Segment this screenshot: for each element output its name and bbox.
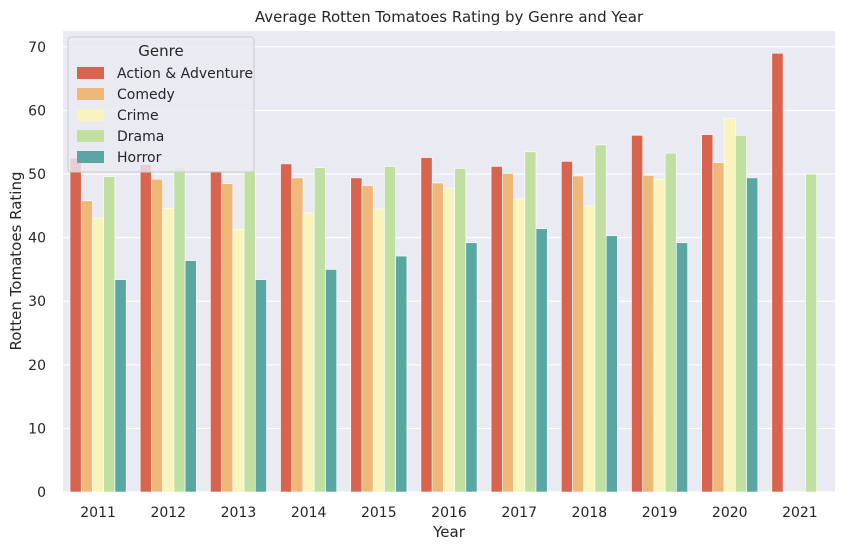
- y-tick-label: 30: [28, 294, 46, 310]
- bar-2020-action-adventure: [701, 134, 714, 493]
- bar-2016-action-adventure: [420, 157, 433, 493]
- x-axis-title: Year: [432, 523, 466, 541]
- bar-2011-horror: [114, 279, 127, 493]
- bar-2013-horror: [254, 279, 267, 493]
- bar-2017-comedy: [502, 173, 514, 493]
- bar-2012-drama: [173, 167, 186, 493]
- bar-2017-action-adventure: [490, 166, 503, 493]
- legend-swatch: [77, 109, 104, 121]
- bar-2019-crime: [653, 178, 666, 493]
- bar-2015-action-adventure: [350, 177, 363, 493]
- legend-box: [67, 36, 255, 173]
- bar-2020-drama: [735, 134, 747, 493]
- bar-2018-crime: [583, 205, 596, 493]
- bar-2015-drama: [384, 166, 396, 493]
- x-tick-label: 2015: [361, 505, 397, 521]
- bar-2012-horror: [184, 260, 197, 493]
- x-tick-label: 2020: [712, 505, 748, 521]
- bar-2016-comedy: [431, 182, 444, 493]
- bar-2015-comedy: [361, 185, 374, 493]
- bar-2016-horror: [465, 242, 478, 493]
- legend-label: Crime: [117, 108, 159, 124]
- bar-2014-comedy: [291, 177, 304, 493]
- bar-2018-horror: [605, 235, 618, 493]
- legend-swatch: [77, 130, 104, 142]
- x-tick-label: 2012: [150, 505, 186, 521]
- bar-2012-crime: [162, 208, 175, 493]
- bar-2013-crime: [232, 229, 245, 493]
- bar-2015-horror: [395, 255, 408, 493]
- bar-2015-crime: [372, 208, 385, 493]
- chart-title: Average Rotten Tomatoes Rating by Genre …: [255, 8, 644, 26]
- legend-swatch: [77, 67, 104, 79]
- legend-label: Comedy: [117, 87, 175, 103]
- bar-2014-horror: [325, 269, 338, 493]
- bar-2011-crime: [92, 217, 105, 493]
- bar-2013-drama: [243, 170, 256, 493]
- bar-2020-crime: [723, 117, 736, 493]
- legend-title: Genre: [138, 42, 183, 60]
- y-tick-label: 60: [28, 103, 46, 119]
- y-tick-label: 70: [28, 40, 46, 56]
- bar-2018-comedy: [572, 175, 585, 493]
- bar-2020-horror: [746, 177, 759, 493]
- bar-2011-drama: [103, 176, 116, 493]
- x-tick-labels: 2011 2012 2013 2014 2015 2016 2017 2018 2019 2020…: [80, 505, 817, 521]
- bar-2021-action-adventure: [771, 52, 784, 493]
- legend-swatch: [77, 151, 104, 163]
- y-tick-label: 40: [28, 231, 46, 247]
- legend-label: Horror: [117, 150, 162, 166]
- bar-2014-drama: [313, 167, 326, 493]
- x-tick-label: 2017: [501, 505, 537, 521]
- bar-2017-drama: [524, 151, 537, 493]
- bar-2017-horror: [535, 228, 548, 493]
- bar-2013-action-adventure: [210, 170, 222, 493]
- bar-2012-comedy: [151, 178, 163, 493]
- bar-2011-comedy: [80, 200, 93, 493]
- bar-2020-comedy: [712, 162, 725, 493]
- bar-2019-action-adventure: [631, 134, 644, 493]
- bars: [69, 52, 818, 493]
- bar-2018-action-adventure: [560, 161, 573, 493]
- legend: Genre Action & Adventure Comedy Crime Drama…: [67, 36, 255, 173]
- legend-swatch: [77, 88, 104, 100]
- x-tick-label: 2019: [642, 505, 678, 521]
- bar-2012-action-adventure: [139, 164, 152, 493]
- bar-2018-drama: [594, 144, 607, 493]
- y-tick-label: 20: [28, 358, 46, 374]
- x-tick-label: 2014: [291, 505, 327, 521]
- bar-2011-action-adventure: [69, 157, 82, 493]
- y-tick-labels: 0 10 20 30 40 50 60 70: [28, 40, 46, 501]
- x-tick-label: 2018: [572, 505, 608, 521]
- legend-label: Action & Adventure: [117, 66, 253, 82]
- legend-items: Action & Adventure Comedy Crime Drama Horror: [77, 66, 253, 166]
- bar-2019-comedy: [642, 175, 655, 493]
- y-tick-label: 0: [37, 485, 46, 501]
- x-tick-label: 2021: [782, 505, 818, 521]
- x-tick-label: 2016: [431, 505, 467, 521]
- x-tick-label: 2011: [80, 505, 116, 521]
- bar-2014-crime: [302, 212, 315, 493]
- bar-2021-drama: [805, 173, 818, 493]
- bar-2014-action-adventure: [280, 163, 293, 493]
- bar-2016-drama: [454, 168, 467, 493]
- x-tick-label: 2013: [221, 505, 257, 521]
- bar-2017-crime: [513, 198, 526, 493]
- y-axis-title: Rotten Tomatoes Rating: [7, 171, 25, 350]
- y-tick-label: 10: [28, 421, 46, 437]
- bar-2019-horror: [676, 242, 688, 493]
- bar-2016-crime: [443, 187, 455, 493]
- bar-2019-drama: [664, 152, 677, 493]
- bar-2013-comedy: [221, 183, 234, 493]
- legend-label: Drama: [117, 129, 164, 145]
- y-tick-label: 50: [28, 167, 46, 183]
